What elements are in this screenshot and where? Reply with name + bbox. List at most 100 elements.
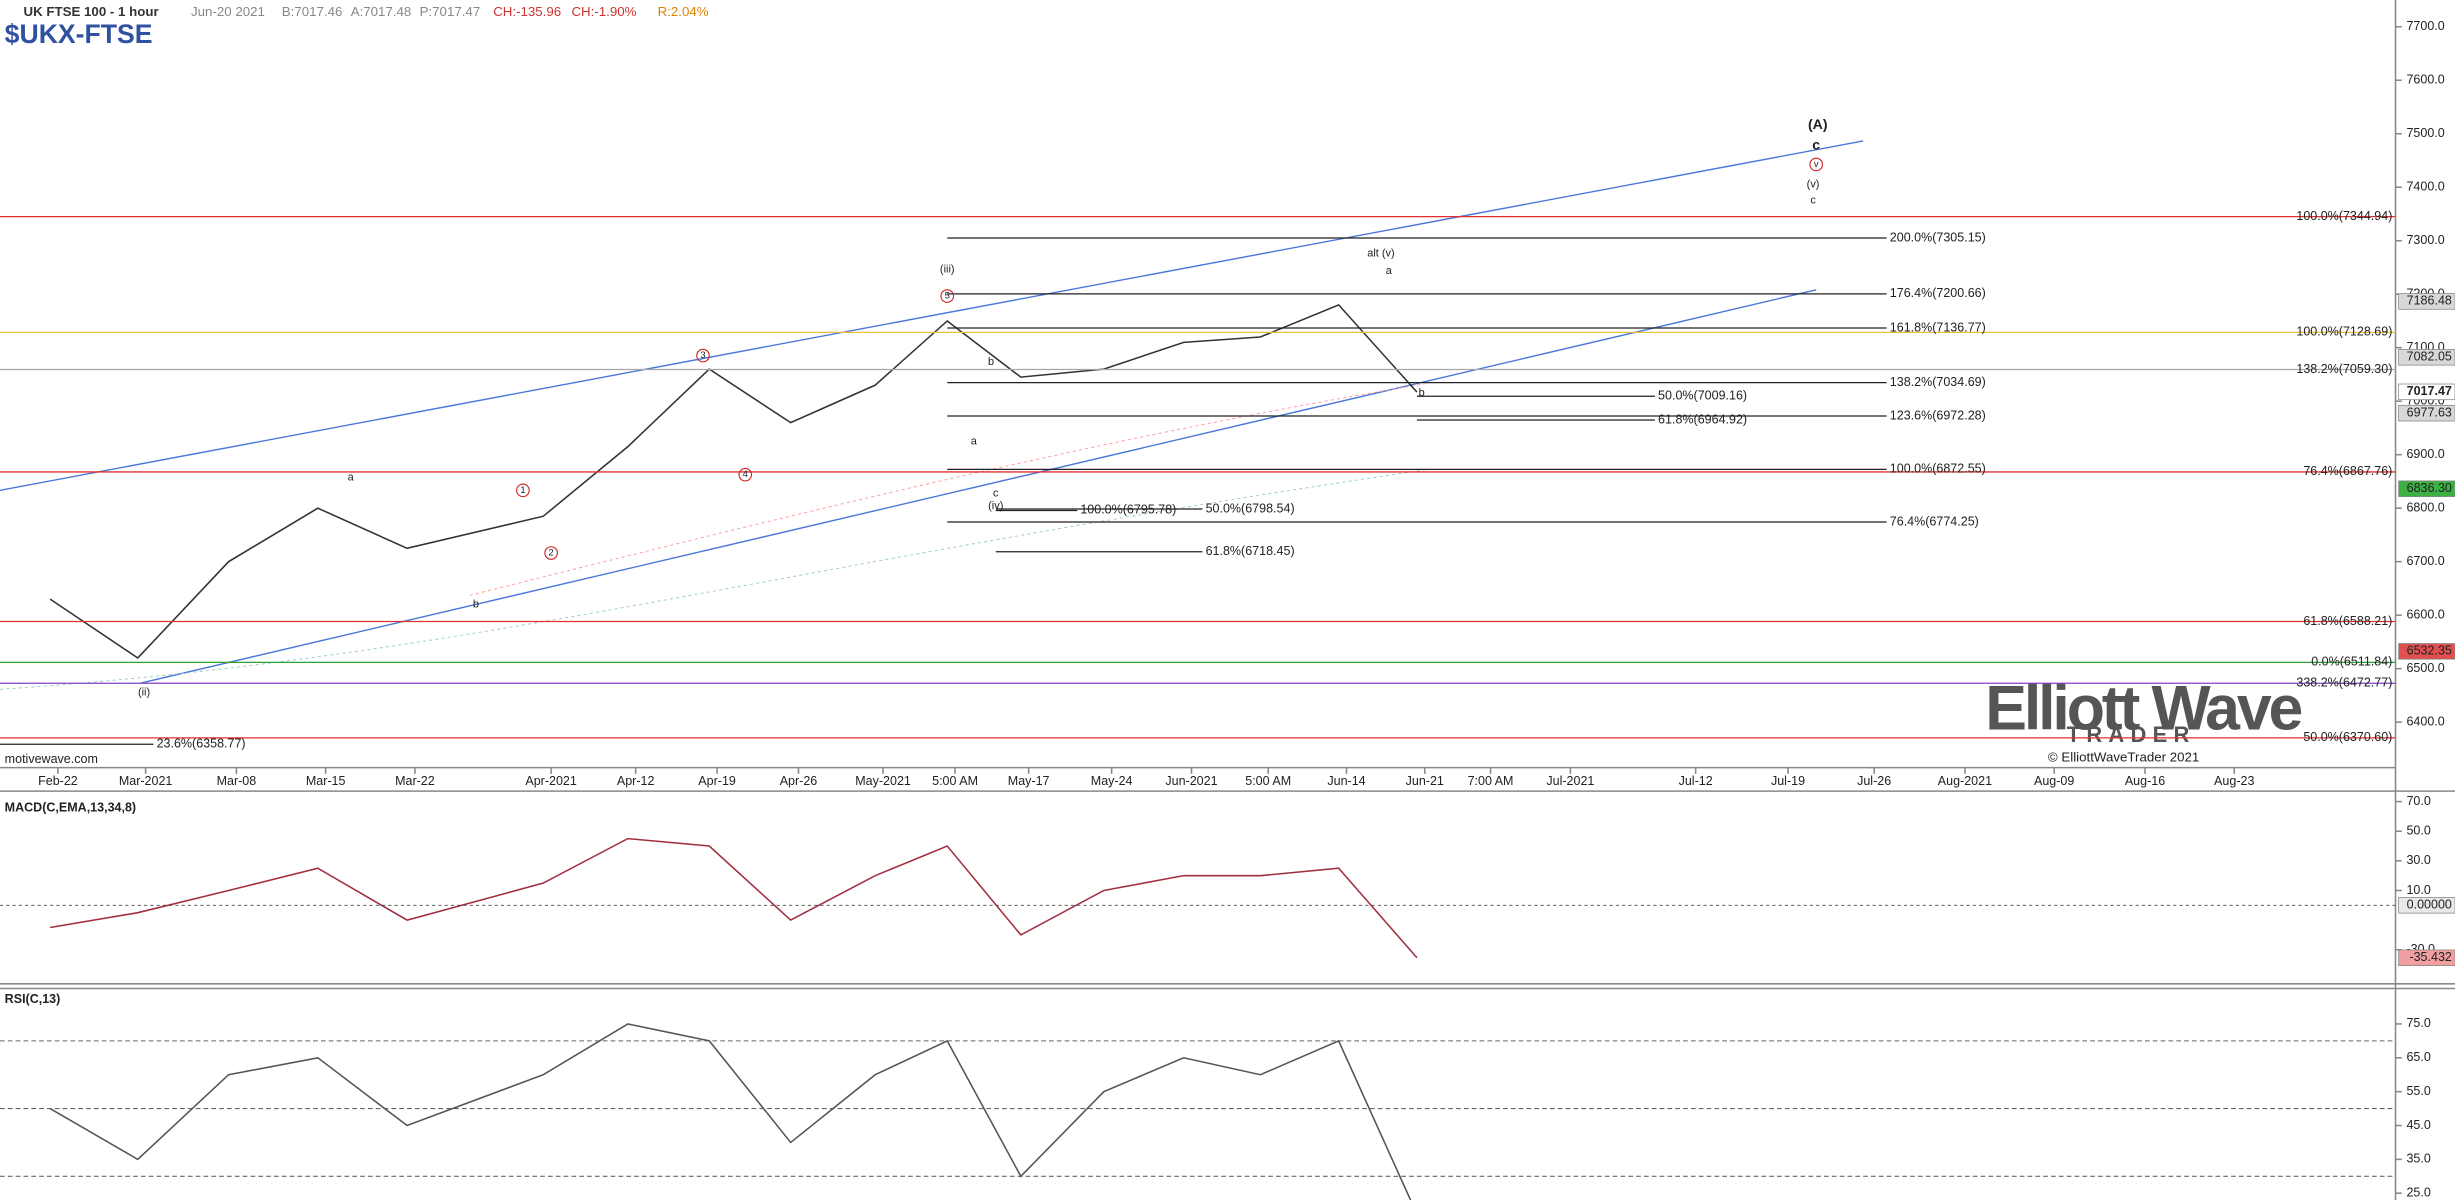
price-tag-label: 7017.47 — [2407, 384, 2452, 398]
header-field: R:2.04% — [658, 4, 709, 19]
x-tick-label: Mar-2021 — [119, 774, 173, 788]
y-tick-label: 6600.0 — [2406, 607, 2444, 621]
x-tick-label: Apr-2021 — [525, 774, 577, 788]
wave-circle — [544, 546, 558, 560]
y-tick-label: 65.0 — [2406, 1050, 2430, 1064]
fib-label: 50.0%(6370.60) — [2303, 730, 2392, 744]
value-tag — [2398, 897, 2455, 914]
panel-title: RSI(C,13) — [5, 992, 61, 1006]
x-tick-label: Feb-22 — [38, 774, 78, 788]
fib-label: 100.0%(6795.78) — [1080, 503, 1176, 517]
wave-circle — [738, 467, 753, 482]
fib-label: 50.0%(7009.16) — [1658, 389, 1747, 403]
x-tick-label: May-2021 — [855, 774, 911, 788]
price-tag — [2398, 404, 2455, 422]
value-tag-label: 0.00000 — [2407, 898, 2452, 912]
fib-label: 100.0%(6872.55) — [1890, 462, 1986, 476]
price-line — [49, 837, 1418, 959]
x-tick-label: May-17 — [1008, 774, 1050, 788]
fib-label: 0.0%(6511.84) — [2311, 655, 2392, 669]
y-tick-label: 30.0 — [2406, 853, 2430, 867]
wave-label: 3 — [700, 349, 705, 360]
wave-label: (ii) — [138, 686, 150, 698]
x-tick-label: Mar-15 — [306, 774, 346, 788]
y-tick-label: 7600.0 — [2406, 73, 2444, 87]
logo: TRADER — [2067, 722, 2196, 747]
x-tick-label: Jun-21 — [1406, 774, 1444, 788]
x-tick-label: Mar-08 — [217, 774, 257, 788]
fib-label: 76.4%(6867.76) — [2303, 464, 2392, 478]
x-tick-label: Jun-14 — [1327, 774, 1365, 788]
y-tick-label: 6500.0 — [2406, 661, 2444, 675]
wave-label: a — [1386, 265, 1393, 277]
wave-label: 4 — [743, 468, 748, 479]
price-tag-label: 6836.30 — [2407, 481, 2452, 495]
wave-label: (iv) — [988, 500, 1003, 512]
y-tick-label: 6900.0 — [2406, 447, 2444, 461]
x-tick-label: Jul-12 — [1679, 774, 1713, 788]
x-tick-label: Apr-19 — [698, 774, 736, 788]
price-tag — [2398, 349, 2455, 366]
trend-channel — [0, 140, 1864, 492]
fib-label: 100.0%(7128.69) — [2296, 325, 2392, 339]
x-tick-label: Aug-09 — [2034, 774, 2074, 788]
y-tick-label: 25.0 — [2406, 1186, 2430, 1200]
y-tick-label: 6400.0 — [2406, 714, 2444, 728]
header-field: B:7017.46 — [282, 4, 343, 19]
header-field: P:7017.47 — [420, 4, 481, 19]
logo: Elliott Wave — [1985, 673, 2301, 743]
x-tick-label: 5:00 AM — [932, 774, 978, 788]
price-tag — [2398, 383, 2455, 401]
x-tick-label: Aug-16 — [2125, 774, 2165, 788]
symbol: $UKX-FTSE — [5, 19, 153, 49]
x-tick-label: 7:00 AM — [1468, 774, 1514, 788]
wave-circle — [1809, 157, 1824, 172]
y-tick-label: 70.0 — [2406, 794, 2430, 808]
fib-label: 123.6%(6972.28) — [1890, 408, 1986, 422]
y-tick-label: 7700.0 — [2406, 19, 2444, 33]
wave-label: v — [1814, 158, 1819, 169]
y-tick-label: 7500.0 — [2406, 126, 2444, 140]
header-field: Jun-20 2021 — [191, 4, 265, 19]
wave-label: (v) — [1807, 179, 1820, 191]
wave-circle — [940, 289, 955, 303]
price-tag — [2398, 480, 2455, 497]
wave-circle — [696, 348, 710, 363]
wave-circle — [516, 483, 530, 498]
wave-label: (iii) — [940, 263, 955, 275]
x-tick-label: Aug-23 — [2214, 774, 2254, 788]
wave-label: 1 — [520, 484, 525, 495]
y-tick-label: 50.0 — [2406, 824, 2430, 838]
value-tag — [2398, 949, 2455, 967]
price-line — [49, 1023, 1412, 1200]
wave-label: b — [1419, 387, 1425, 399]
wave-label: c — [1810, 194, 1816, 206]
y-tick-label: 7400.0 — [2406, 180, 2444, 194]
copyright: © ElliottWaveTrader 2021 — [2048, 750, 2199, 765]
price-tag-label: 6532.35 — [2407, 644, 2452, 658]
fib-label: 138.2%(7034.69) — [1890, 375, 1986, 389]
x-tick-label: Apr-12 — [617, 774, 655, 788]
trend-channel — [140, 289, 1817, 684]
wave-label: (A) — [1808, 116, 1828, 132]
y-tick-label: 45.0 — [2406, 1118, 2430, 1132]
header-field: CH:-1.90% — [571, 4, 636, 19]
wave-label: alt (v) — [1367, 248, 1394, 260]
value-tag-label: -35.432 — [2409, 950, 2451, 964]
x-tick-label: Aug-2021 — [1938, 774, 1992, 788]
x-tick-label: Jul-2021 — [1546, 774, 1594, 788]
fib-label: 161.8%(7136.77) — [1890, 320, 1986, 334]
wave-label: 2 — [549, 546, 554, 557]
fib-label: 61.8%(6964.92) — [1658, 412, 1747, 426]
price-tag — [2398, 643, 2455, 660]
y-tick-label: 35.0 — [2406, 1152, 2430, 1166]
y-tick-label: 10.0 — [2406, 883, 2430, 897]
x-tick-label: Mar-22 — [395, 774, 435, 788]
fib-label: 61.8%(6588.21) — [2303, 614, 2392, 628]
moving-average — [0, 469, 1425, 690]
y-tick-label: 6800.0 — [2406, 500, 2444, 514]
wave-label: b — [988, 356, 994, 368]
fib-label: 23.6%(6358.77) — [157, 737, 246, 751]
header-field: CH:-135.96 — [493, 4, 561, 19]
